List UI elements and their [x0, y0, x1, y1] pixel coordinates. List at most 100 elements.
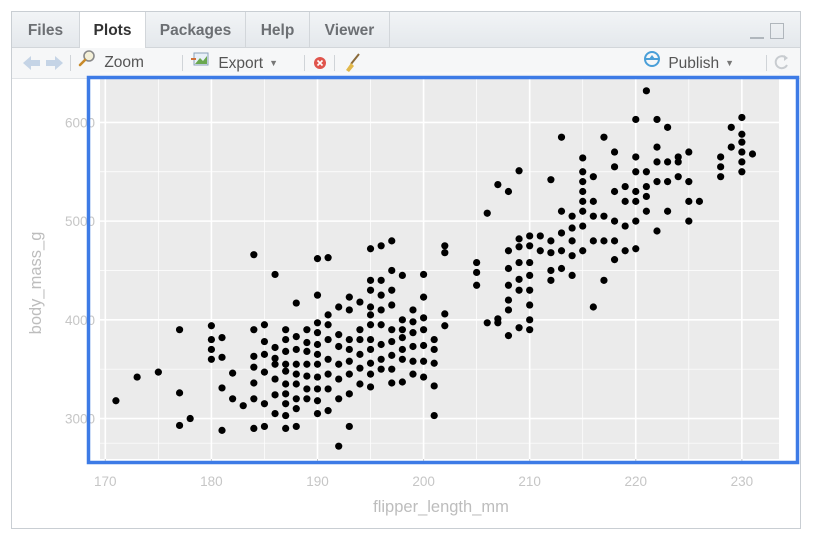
data-point	[345, 422, 353, 431]
data-point	[504, 281, 513, 289]
data-point	[218, 426, 226, 434]
toolbar-separator	[766, 55, 767, 71]
tab-plots[interactable]: Plots	[80, 12, 146, 48]
data-point	[239, 402, 247, 410]
toolbar-separator	[182, 55, 183, 71]
data-point	[207, 322, 215, 330]
data-point	[260, 368, 269, 376]
export-button[interactable]: Export ▼	[190, 48, 278, 78]
refresh-icon[interactable]	[772, 48, 792, 78]
data-point	[207, 345, 215, 354]
data-point	[610, 256, 619, 264]
data-point	[526, 316, 534, 324]
back-arrow-icon[interactable]	[20, 48, 42, 78]
data-point	[483, 319, 491, 327]
data-point	[441, 310, 449, 318]
data-point	[515, 275, 523, 283]
data-point	[292, 370, 300, 378]
data-point	[324, 321, 332, 329]
data-point	[557, 133, 566, 141]
data-point	[271, 360, 279, 368]
data-point	[526, 286, 534, 294]
data-point	[483, 209, 491, 217]
data-point	[610, 163, 619, 171]
minimize-icon[interactable]	[750, 27, 764, 39]
data-point	[515, 258, 523, 267]
data-point	[557, 229, 566, 237]
data-point	[674, 158, 682, 166]
data-point	[430, 359, 438, 367]
data-point	[409, 318, 417, 326]
zoom-button[interactable]: Zoom	[78, 48, 144, 78]
data-point	[547, 266, 555, 275]
data-point	[175, 421, 184, 430]
dropdown-caret-icon: ▼	[725, 58, 735, 68]
tab-viewer[interactable]: Viewer	[310, 12, 390, 47]
data-point	[653, 143, 661, 151]
broom-icon[interactable]	[342, 48, 362, 78]
data-point	[356, 364, 364, 372]
data-point	[621, 222, 629, 230]
export-image-icon	[190, 49, 210, 79]
data-point	[324, 254, 332, 262]
tab-help[interactable]: Help	[246, 12, 310, 47]
data-point	[717, 153, 725, 161]
data-point	[632, 245, 640, 253]
data-point	[282, 347, 290, 356]
x-tick-label: 220	[625, 474, 648, 489]
remove-plot-icon[interactable]	[312, 48, 328, 78]
data-point	[133, 373, 141, 381]
data-point	[568, 212, 576, 220]
data-point	[207, 335, 215, 344]
data-point	[568, 271, 576, 280]
data-point	[557, 247, 566, 255]
data-point	[377, 242, 385, 250]
data-point	[260, 400, 269, 408]
data-point	[345, 335, 353, 344]
y-axis-label: body_mass_g	[27, 232, 45, 335]
data-point	[388, 365, 396, 373]
maximize-icon[interactable]	[770, 23, 784, 39]
data-point	[621, 247, 629, 255]
data-point	[419, 341, 428, 350]
toolbar-separator	[70, 55, 71, 71]
x-tick-label: 170	[94, 474, 117, 489]
tab-files[interactable]: Files	[12, 12, 80, 47]
data-point	[260, 422, 269, 431]
data-point	[547, 237, 555, 245]
x-tick-label: 180	[200, 474, 223, 489]
data-point	[271, 375, 279, 383]
publish-icon	[642, 49, 662, 79]
data-point	[345, 370, 353, 378]
data-point	[313, 397, 322, 405]
data-point	[589, 237, 597, 245]
forward-arrow-icon[interactable]	[44, 48, 66, 78]
data-point	[621, 197, 629, 205]
data-point	[473, 268, 481, 277]
data-point	[356, 380, 364, 388]
publish-button[interactable]: Publish ▼	[642, 48, 734, 78]
data-point	[536, 232, 544, 240]
data-point	[282, 411, 290, 420]
data-point	[303, 326, 311, 334]
data-point	[674, 173, 682, 181]
data-point	[345, 357, 353, 365]
data-point	[377, 355, 385, 363]
data-point	[388, 266, 396, 275]
data-point	[664, 178, 672, 186]
tab-packages[interactable]: Packages	[146, 12, 246, 47]
data-point	[345, 345, 353, 354]
data-point	[207, 355, 215, 363]
data-point	[717, 173, 725, 181]
x-axis-label: flipper_length_mm	[373, 498, 509, 516]
data-point	[292, 360, 300, 368]
data-point	[292, 395, 300, 403]
data-point	[579, 247, 587, 255]
data-point	[271, 409, 279, 418]
export-label: Export	[218, 55, 264, 72]
data-point	[282, 326, 290, 334]
plot-gridlines	[100, 72, 779, 459]
data-point	[685, 217, 693, 225]
data-point	[313, 340, 322, 349]
y-axis-ticks: 3000 4000 5000 6000	[65, 115, 95, 426]
